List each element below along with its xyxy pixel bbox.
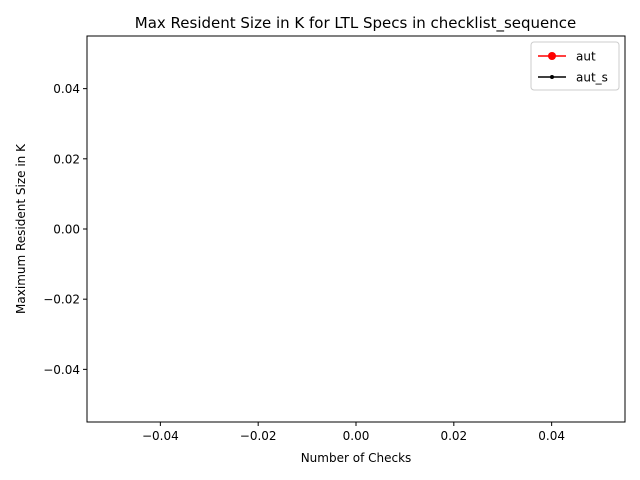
- legend: aut aut_s: [530, 41, 620, 91]
- y-tick-label: −0.02: [43, 293, 80, 307]
- x-tick-label: 0.00: [343, 429, 370, 443]
- x-tick-label: 0.02: [440, 429, 467, 443]
- legend-label-aut_s: aut_s: [576, 71, 608, 85]
- x-axis: −0.04 −0.02 0.00 0.02 0.04: [142, 422, 565, 443]
- y-axis: −0.04 −0.02 0.00 0.02 0.04: [43, 82, 87, 377]
- x-tick-label: −0.02: [240, 429, 277, 443]
- x-tick-label: −0.04: [142, 429, 179, 443]
- y-tick-label: 0.02: [53, 152, 80, 166]
- legend-marker-aut_s: [550, 75, 554, 79]
- y-tick-label: 0.04: [53, 82, 80, 96]
- x-tick-label: 0.04: [538, 429, 565, 443]
- y-tick-label: 0.00: [53, 223, 80, 237]
- y-tick-label: −0.04: [43, 363, 80, 377]
- x-axis-label: Number of Checks: [301, 451, 412, 465]
- legend-label-aut: aut: [576, 50, 596, 64]
- chart-title: Max Resident Size in K for LTL Specs in …: [135, 14, 577, 33]
- legend-marker-aut: [548, 52, 556, 60]
- y-axis-label: Maximum Resident Size in K: [14, 143, 28, 314]
